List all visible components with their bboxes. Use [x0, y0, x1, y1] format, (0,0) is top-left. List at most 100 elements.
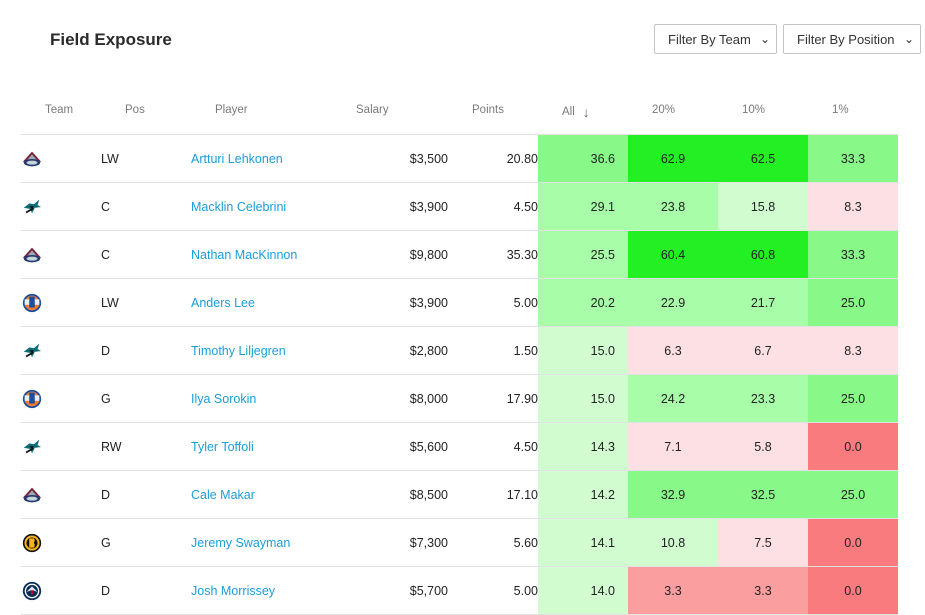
- exposure-1pct-cell: 0.0: [808, 518, 898, 567]
- avalanche-logo: [21, 484, 43, 506]
- exposure-10pct-cell: 7.5: [718, 518, 808, 567]
- exposure-1pct-cell: 33.3: [808, 230, 898, 279]
- table-row: LW Anders Lee $3,900 5.00 20.2 22.9 21.7 25.0: [21, 278, 898, 327]
- column-header-all-label: All: [562, 106, 575, 118]
- table-row: D Timothy Liljegren $2,800 1.50 15.0 6.3 6.7 8.…: [21, 326, 898, 375]
- exposure-1pct-cell: 0.0: [808, 422, 898, 471]
- points-cell: 20.80: [448, 134, 538, 183]
- player-cell: Josh Morrissey: [191, 566, 341, 615]
- points-cell: 5.00: [448, 278, 538, 327]
- player-link[interactable]: Jeremy Swayman: [191, 535, 291, 550]
- column-header-all[interactable]: All ↓: [538, 86, 628, 135]
- column-header-10pct[interactable]: 10%: [718, 86, 808, 135]
- sharks-logo: [21, 340, 43, 362]
- exposure-all-cell: 14.1: [538, 518, 628, 567]
- avalanche-logo: [21, 244, 43, 266]
- exposure-20pct-cell: 24.2: [628, 374, 718, 423]
- player-link[interactable]: Timothy Liljegren: [191, 343, 286, 358]
- team-cell: [21, 470, 101, 519]
- column-header-team[interactable]: Team: [21, 86, 101, 135]
- exposure-all-cell: 15.0: [538, 374, 628, 423]
- player-cell: Macklin Celebrini: [191, 182, 341, 231]
- bruins-logo: [21, 532, 43, 554]
- points-cell: 35.30: [448, 230, 538, 279]
- player-link[interactable]: Nathan MacKinnon: [191, 247, 298, 262]
- filter-by-team-select[interactable]: Filter By Team ⌄: [654, 24, 777, 54]
- player-cell: Cale Makar: [191, 470, 341, 519]
- position-cell: C: [101, 182, 191, 231]
- exposure-10pct-cell: 15.8: [718, 182, 808, 231]
- player-link[interactable]: Artturi Lehkonen: [191, 151, 283, 166]
- position-cell: D: [101, 326, 191, 375]
- points-cell: 4.50: [448, 182, 538, 231]
- column-header-20pct[interactable]: 20%: [628, 86, 718, 135]
- exposure-1pct-cell: 8.3: [808, 326, 898, 375]
- team-cell: [21, 134, 101, 183]
- exposure-1pct-cell: 0.0: [808, 566, 898, 615]
- table-row: RW Tyler Toffoli $5,600 4.50 14.3 7.1 5.8 0.0: [21, 422, 898, 471]
- exposure-all-cell: 36.6: [538, 134, 628, 183]
- exposure-10pct-cell: 23.3: [718, 374, 808, 423]
- column-header-pos[interactable]: Pos: [101, 86, 191, 135]
- player-cell: Tyler Toffoli: [191, 422, 341, 471]
- player-cell: Anders Lee: [191, 278, 341, 327]
- column-header-salary[interactable]: Salary: [341, 86, 448, 135]
- sharks-logo: [21, 436, 43, 458]
- player-link[interactable]: Cale Makar: [191, 487, 255, 502]
- exposure-20pct-cell: 7.1: [628, 422, 718, 471]
- table-row: LW Artturi Lehkonen $3,500 20.80 36.6 62.9 62.…: [21, 134, 898, 183]
- filter-by-team-label: Filter By Team: [668, 31, 751, 47]
- exposure-20pct-cell: 22.9: [628, 278, 718, 327]
- exposure-all-cell: 14.3: [538, 422, 628, 471]
- exposure-10pct-cell: 5.8: [718, 422, 808, 471]
- player-link[interactable]: Macklin Celebrini: [191, 199, 287, 214]
- player-link[interactable]: Anders Lee: [191, 295, 255, 310]
- team-cell: [21, 278, 101, 327]
- exposure-10pct-cell: 21.7: [718, 278, 808, 327]
- chevron-down-icon: ⌄: [759, 32, 770, 46]
- team-cell: [21, 422, 101, 471]
- table-row: D Josh Morrissey $5,700 5.00 14.0 3.3 3.3 0.0: [21, 566, 898, 615]
- exposure-all-cell: 14.0: [538, 566, 628, 615]
- exposure-1pct-cell: 25.0: [808, 374, 898, 423]
- exposure-1pct-cell: 8.3: [808, 182, 898, 231]
- position-cell: D: [101, 470, 191, 519]
- exposure-1pct-cell: 33.3: [808, 134, 898, 183]
- sort-down-arrow-icon[interactable]: ↓: [582, 104, 590, 120]
- table-row: C Macklin Celebrini $3,900 4.50 29.1 23.8 15.8…: [21, 182, 898, 231]
- position-cell: RW: [101, 422, 191, 471]
- exposure-1pct-cell: 25.0: [808, 470, 898, 519]
- player-link[interactable]: Ilya Sorokin: [191, 391, 257, 406]
- player-link[interactable]: Tyler Toffoli: [191, 439, 254, 454]
- exposure-1pct-cell: 25.0: [808, 278, 898, 327]
- column-header-points[interactable]: Points: [448, 86, 538, 135]
- salary-cell: $3,900: [341, 278, 448, 327]
- exposure-all-cell: 20.2: [538, 278, 628, 327]
- exposure-10pct-cell: 60.8: [718, 230, 808, 279]
- exposure-10pct-cell: 3.3: [718, 566, 808, 615]
- player-cell: Timothy Liljegren: [191, 326, 341, 375]
- exposure-20pct-cell: 10.8: [628, 518, 718, 567]
- filter-by-position-label: Filter By Position: [797, 31, 895, 47]
- exposure-20pct-cell: 6.3: [628, 326, 718, 375]
- exposure-all-cell: 29.1: [538, 182, 628, 231]
- exposure-10pct-cell: 62.5: [718, 134, 808, 183]
- column-header-player[interactable]: Player: [191, 86, 341, 135]
- points-cell: 17.10: [448, 470, 538, 519]
- filter-by-position-select[interactable]: Filter By Position ⌄: [783, 24, 921, 54]
- salary-cell: $8,500: [341, 470, 448, 519]
- points-cell: 17.90: [448, 374, 538, 423]
- player-link[interactable]: Josh Morrissey: [191, 583, 276, 598]
- player-cell: Jeremy Swayman: [191, 518, 341, 567]
- points-cell: 4.50: [448, 422, 538, 471]
- salary-cell: $9,800: [341, 230, 448, 279]
- islanders-logo: [21, 292, 43, 314]
- sharks-logo: [21, 196, 43, 218]
- player-cell: Nathan MacKinnon: [191, 230, 341, 279]
- exposure-20pct-cell: 3.3: [628, 566, 718, 615]
- chevron-down-icon: ⌄: [903, 32, 914, 46]
- column-header-1pct[interactable]: 1%: [808, 86, 898, 135]
- table-row: G Jeremy Swayman $7,300 5.60 14.1 10.8 7.5 0.0: [21, 518, 898, 567]
- team-cell: [21, 182, 101, 231]
- jets-logo: [21, 580, 43, 602]
